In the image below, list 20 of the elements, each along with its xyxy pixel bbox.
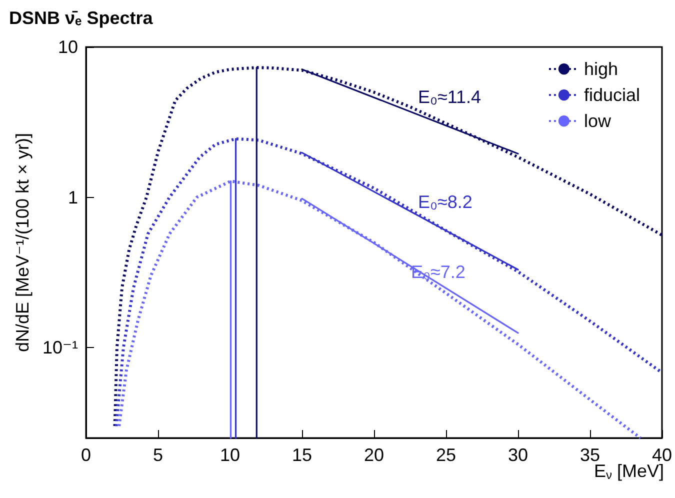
x-tick-label: 25 bbox=[436, 445, 456, 465]
x-tick-label: 0 bbox=[80, 445, 92, 465]
annotation: E₀≈8.2 bbox=[418, 192, 472, 212]
y-tick-label: 1 bbox=[68, 187, 78, 208]
x-tick-label: 15 bbox=[292, 445, 312, 465]
x-tick-label: 35 bbox=[580, 445, 600, 465]
legend-label: high bbox=[584, 59, 618, 79]
y-axis-title: dN/dE [MeV⁻¹/(100 kt × yr)] bbox=[12, 132, 33, 352]
legend-label: low bbox=[584, 111, 612, 131]
line-series bbox=[118, 180, 642, 440]
legend-label: fiducial bbox=[584, 85, 640, 105]
y-tick-label: 10 bbox=[58, 37, 78, 57]
y-tick-label: 10⁻¹ bbox=[42, 338, 78, 358]
chart-title: DSNB ν̄ₑ Spectra bbox=[9, 8, 154, 28]
x-tick-label: 30 bbox=[508, 445, 528, 465]
x-tick-label: 20 bbox=[364, 445, 384, 465]
x-tick-label: 10 bbox=[220, 445, 240, 465]
x-tick-label: 40 bbox=[652, 445, 672, 465]
x-tick-label: 5 bbox=[152, 445, 164, 465]
annotation: E₀≈11.4 bbox=[418, 87, 482, 107]
